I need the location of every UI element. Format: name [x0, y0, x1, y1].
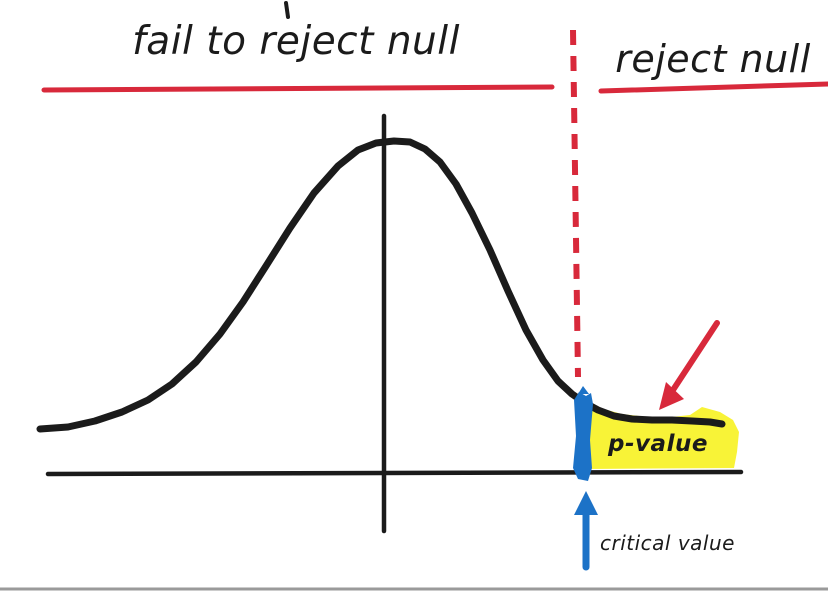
critical-value-label: critical value — [600, 531, 735, 555]
p-value-label: p-value — [608, 431, 708, 457]
red-pointer-arrow-icon — [659, 320, 720, 410]
x-axis-line — [45, 469, 744, 477]
critical-value-marker — [573, 392, 593, 481]
region-label-reject: reject null — [615, 37, 811, 81]
right-region-underline — [598, 81, 828, 94]
blue-up-arrow-icon — [574, 491, 598, 571]
critical-boundary-dashed-line — [570, 29, 581, 378]
bell-curve-stroke — [36, 137, 726, 433]
left-region-underline — [41, 84, 555, 93]
critical-value-marker-nub — [578, 386, 589, 394]
stray-tick-mark — [284, 1, 290, 19]
region-label-fail-to-reject: fail to reject null — [132, 19, 460, 64]
